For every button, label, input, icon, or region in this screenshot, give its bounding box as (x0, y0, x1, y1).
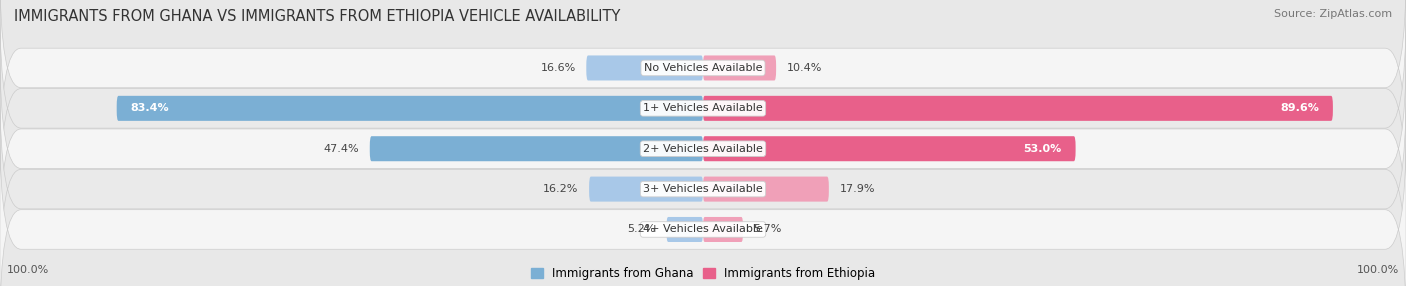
Text: No Vehicles Available: No Vehicles Available (644, 63, 762, 73)
FancyBboxPatch shape (589, 176, 703, 202)
Text: 1+ Vehicles Available: 1+ Vehicles Available (643, 103, 763, 113)
FancyBboxPatch shape (0, 7, 1406, 210)
Text: 17.9%: 17.9% (839, 184, 875, 194)
Text: Source: ZipAtlas.com: Source: ZipAtlas.com (1274, 9, 1392, 19)
FancyBboxPatch shape (703, 176, 830, 202)
Text: 10.4%: 10.4% (787, 63, 823, 73)
FancyBboxPatch shape (703, 55, 776, 80)
Text: 53.0%: 53.0% (1024, 144, 1062, 154)
Text: 100.0%: 100.0% (1357, 265, 1399, 275)
FancyBboxPatch shape (703, 136, 1076, 161)
FancyBboxPatch shape (0, 128, 1406, 286)
Text: 89.6%: 89.6% (1279, 103, 1319, 113)
Text: 100.0%: 100.0% (7, 265, 49, 275)
Text: 3+ Vehicles Available: 3+ Vehicles Available (643, 184, 763, 194)
FancyBboxPatch shape (666, 217, 703, 242)
Text: IMMIGRANTS FROM GHANA VS IMMIGRANTS FROM ETHIOPIA VEHICLE AVAILABILITY: IMMIGRANTS FROM GHANA VS IMMIGRANTS FROM… (14, 9, 620, 23)
FancyBboxPatch shape (0, 47, 1406, 250)
Text: 16.2%: 16.2% (543, 184, 579, 194)
Text: 5.2%: 5.2% (627, 225, 655, 235)
FancyBboxPatch shape (703, 96, 1333, 121)
Text: 4+ Vehicles Available: 4+ Vehicles Available (643, 225, 763, 235)
Text: 16.6%: 16.6% (540, 63, 576, 73)
FancyBboxPatch shape (0, 88, 1406, 286)
Legend: Immigrants from Ghana, Immigrants from Ethiopia: Immigrants from Ghana, Immigrants from E… (530, 267, 876, 280)
Text: 83.4%: 83.4% (131, 103, 169, 113)
Text: 2+ Vehicles Available: 2+ Vehicles Available (643, 144, 763, 154)
Text: 47.4%: 47.4% (323, 144, 360, 154)
FancyBboxPatch shape (117, 96, 703, 121)
Text: 5.7%: 5.7% (754, 225, 782, 235)
FancyBboxPatch shape (370, 136, 703, 161)
FancyBboxPatch shape (703, 217, 744, 242)
FancyBboxPatch shape (0, 0, 1406, 169)
FancyBboxPatch shape (586, 55, 703, 80)
